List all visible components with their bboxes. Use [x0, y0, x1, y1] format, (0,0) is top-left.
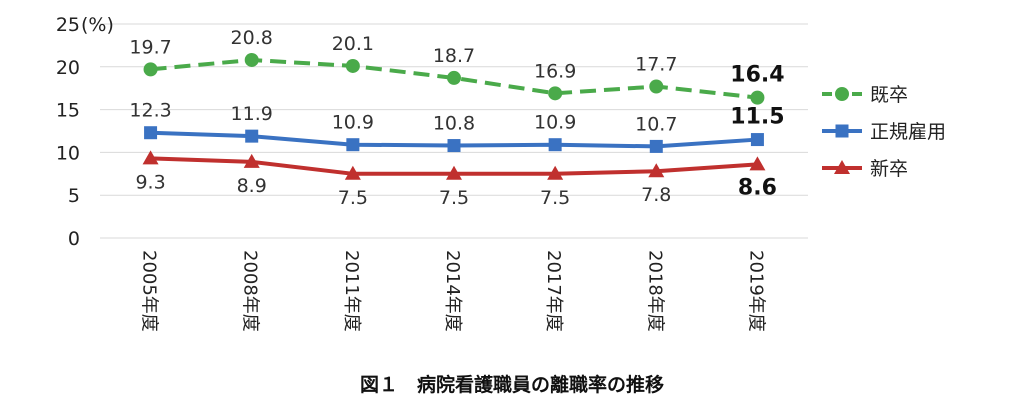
gridlines: [100, 23, 808, 239]
square-marker: [447, 139, 461, 153]
y-tick-label: 0: [68, 228, 80, 250]
circle-marker: [750, 90, 765, 105]
data-label: 19.7: [129, 36, 171, 58]
data-label: 18.7: [433, 45, 475, 67]
square-marker: [835, 124, 849, 138]
data-label: 11.9: [231, 103, 273, 125]
circle-marker: [345, 58, 360, 73]
square-marker: [750, 133, 764, 147]
square-marker: [245, 129, 259, 143]
circle-marker: [649, 79, 664, 94]
data-label: 10.9: [534, 112, 576, 134]
data-label: 10.8: [433, 113, 475, 135]
triangle-marker: [446, 165, 462, 180]
y-tick-label: 25: [56, 14, 80, 36]
x-tick-label: 2008年度: [240, 250, 261, 332]
x-axis: 2005年度 2008年度 2011年度 2014年度 2017年度 2018年度 2019…: [139, 250, 767, 332]
square-marker: [548, 138, 562, 152]
square-marker: [649, 139, 663, 153]
data-label: 9.3: [135, 171, 165, 193]
data-label: 10.7: [635, 113, 677, 135]
data-label: 16.9: [534, 60, 576, 82]
data-label: 7.5: [439, 187, 469, 209]
data-label: 7.8: [641, 184, 671, 206]
triangle-marker: [344, 165, 361, 180]
triangle-marker: [547, 165, 564, 180]
data-label: 12.3: [129, 100, 171, 122]
square-marker: [144, 126, 158, 140]
x-tick-label: 2019年度: [745, 250, 766, 332]
square-marker: [346, 138, 360, 152]
data-label: 7.5: [338, 187, 368, 209]
circle-marker: [447, 70, 461, 85]
data-label: 8.6: [738, 175, 777, 200]
triangle-marker: [142, 150, 159, 165]
x-tick-label: 2014年度: [442, 250, 463, 332]
circle-marker: [244, 52, 259, 67]
data-label: 17.7: [635, 53, 677, 75]
legend-entry: 新卒: [870, 158, 908, 180]
y-tick-label: 20: [56, 57, 80, 79]
data-label: 16.4: [730, 63, 784, 88]
x-tick-label: 2005年度: [139, 250, 160, 332]
y-tick-label: 10: [56, 142, 80, 164]
data-label: 8.9: [237, 175, 267, 197]
y-tick-label: 5: [68, 185, 80, 207]
data-label: 11.5: [730, 105, 784, 130]
y-unit-label: (%): [81, 14, 114, 36]
x-tick-label: 2018年度: [644, 250, 665, 332]
data-labels: 19.7 20.8 20.1 18.7 16.9 17.7 16.4 12.3 11.9 10.9…: [129, 27, 784, 209]
data-label: 10.9: [332, 112, 374, 134]
series-group: [142, 52, 766, 180]
triangle-marker: [749, 156, 766, 171]
legend-entry: 既卒: [870, 84, 908, 106]
y-tick-label: 15: [56, 100, 80, 122]
circle-marker: [548, 86, 563, 101]
x-tick-label: 2017年度: [543, 250, 564, 332]
x-tick-label: 2011年度: [341, 250, 362, 332]
triangle-marker: [243, 153, 260, 168]
legend-entry: 正規雇用: [870, 121, 946, 143]
circle-marker: [835, 87, 849, 101]
data-label: 20.1: [332, 33, 374, 55]
triangle-marker: [834, 160, 850, 174]
data-label: 20.8: [231, 27, 273, 49]
y-axis: 0 5 10 15 20 25 (%): [56, 14, 114, 250]
triangle-marker: [648, 163, 665, 178]
data-label: 7.5: [540, 187, 570, 209]
circle-marker: [143, 62, 158, 77]
figure-caption: 図１ 病院看護職員の離職率の推移: [360, 373, 664, 396]
